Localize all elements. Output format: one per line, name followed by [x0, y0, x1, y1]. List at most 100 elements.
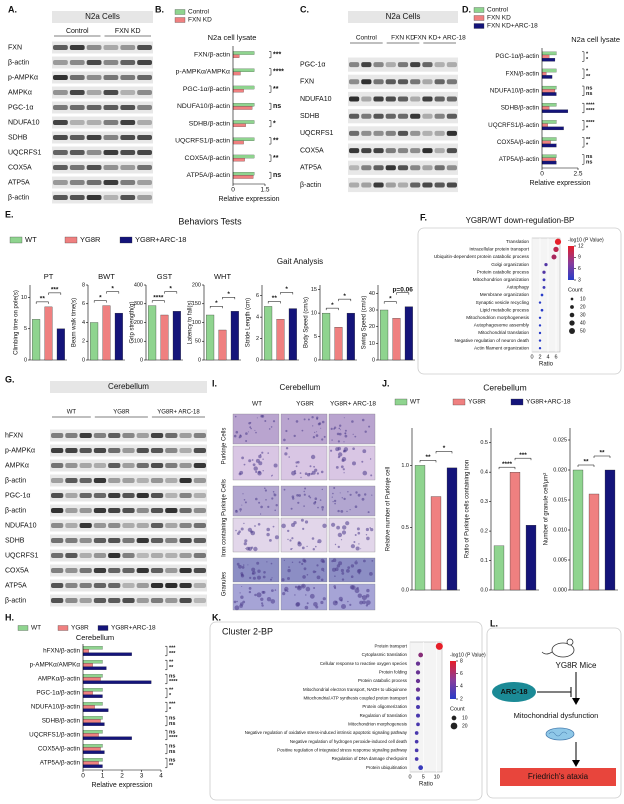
bar	[232, 175, 254, 179]
histology-cell	[263, 571, 266, 574]
bar	[541, 157, 556, 162]
histology-cell	[311, 416, 314, 419]
histology-cell	[340, 539, 343, 541]
histology-cell	[261, 602, 264, 605]
bar	[172, 311, 181, 361]
bar	[82, 660, 103, 664]
histology-cell	[271, 577, 273, 579]
bar	[230, 311, 239, 361]
histology-cell	[344, 432, 347, 435]
histology-cell	[320, 600, 324, 605]
significance: *	[443, 445, 446, 452]
bar	[541, 89, 556, 93]
histology-cell	[321, 438, 324, 441]
blot-band	[137, 150, 152, 155]
group-label: FXN KD+ ARC-18	[414, 35, 467, 42]
row-label: ATP5A	[5, 582, 27, 589]
blot-band	[79, 463, 92, 468]
bar	[114, 312, 123, 361]
blot-band	[51, 508, 64, 513]
legend-label: YG8R	[80, 235, 101, 244]
legend-label: FXN KD	[188, 17, 212, 24]
histology-cell	[266, 532, 270, 537]
x-tick-label: 0	[408, 774, 411, 780]
blot-band	[122, 568, 135, 573]
blot-band	[385, 130, 396, 136]
legend-bubble	[569, 328, 575, 334]
histology-cell	[298, 561, 301, 564]
y-tick-label: 0	[256, 357, 259, 363]
blot-band	[53, 150, 68, 155]
histology-cell	[303, 559, 307, 563]
histology-cell	[304, 487, 307, 490]
blot-band	[120, 195, 136, 200]
row-label: β-actin	[8, 59, 29, 66]
blot-band	[165, 583, 178, 588]
bar	[541, 103, 557, 107]
x-tick-label: 2.5	[573, 171, 582, 178]
histology-cell	[255, 458, 260, 463]
bar	[525, 525, 537, 591]
row-label: AMPKα	[5, 462, 29, 469]
legend-swatch	[452, 398, 466, 406]
bar	[509, 472, 521, 591]
significance: *	[273, 120, 276, 127]
histology-cell	[240, 572, 244, 575]
y-tick-label: 0.010	[553, 527, 567, 533]
blot-band	[137, 120, 152, 125]
histology-cell	[306, 602, 309, 605]
significance: **	[599, 450, 605, 457]
blot-band	[179, 448, 192, 453]
x-tick-label: 0	[231, 187, 235, 194]
histology-cell	[351, 420, 354, 423]
histology-cell	[338, 452, 343, 457]
histology-cell	[275, 504, 278, 507]
bracket	[269, 102, 272, 110]
y-tick-label: 0.025	[553, 437, 567, 443]
histology-cell	[306, 545, 308, 548]
blot-band	[165, 508, 178, 513]
bracket	[582, 102, 585, 114]
row-label: SDHB	[8, 134, 28, 141]
blot-band	[136, 568, 149, 573]
category-label: ATP5A/β-actin	[187, 172, 231, 179]
significance: *	[111, 285, 114, 292]
bar	[82, 736, 132, 740]
histology-cell	[235, 430, 239, 434]
blot-band	[93, 433, 107, 438]
y-axis-label: Grip strength(g)	[130, 301, 136, 343]
blot-band	[150, 478, 164, 483]
section-title: Behaviors Tests	[178, 216, 242, 226]
bar	[541, 160, 557, 165]
color-tick-label: 4	[460, 684, 463, 690]
histology-cell	[349, 509, 351, 511]
blot-band	[179, 493, 192, 498]
histology-image	[232, 445, 280, 481]
blot-band-bg	[50, 429, 207, 442]
y-tick-label: 0.000	[553, 587, 567, 593]
bubble	[540, 293, 544, 297]
term-label: Synaptic vesicle recycling	[476, 300, 530, 305]
column-label: YG8R+ ARC-18	[330, 401, 376, 408]
histology-cell	[256, 417, 258, 419]
histology-cell	[323, 435, 326, 438]
blot-band	[122, 463, 135, 468]
row-label: hFXN	[5, 432, 23, 439]
histology-cell	[239, 470, 244, 475]
bar	[430, 496, 442, 591]
blot-band	[120, 60, 136, 65]
histology-cell	[369, 458, 372, 460]
term-label: Protein oligomerization	[362, 704, 407, 709]
significance: ns	[169, 744, 175, 750]
legend-title: Count	[450, 706, 465, 712]
bracket	[435, 451, 453, 454]
bracket	[164, 291, 178, 294]
histology-cell	[235, 529, 237, 532]
bar	[102, 305, 111, 361]
group-label: Control	[356, 35, 378, 42]
blot-band	[361, 165, 372, 171]
blot-band	[69, 120, 85, 125]
histology-cell	[357, 531, 361, 535]
bar	[541, 51, 557, 56]
